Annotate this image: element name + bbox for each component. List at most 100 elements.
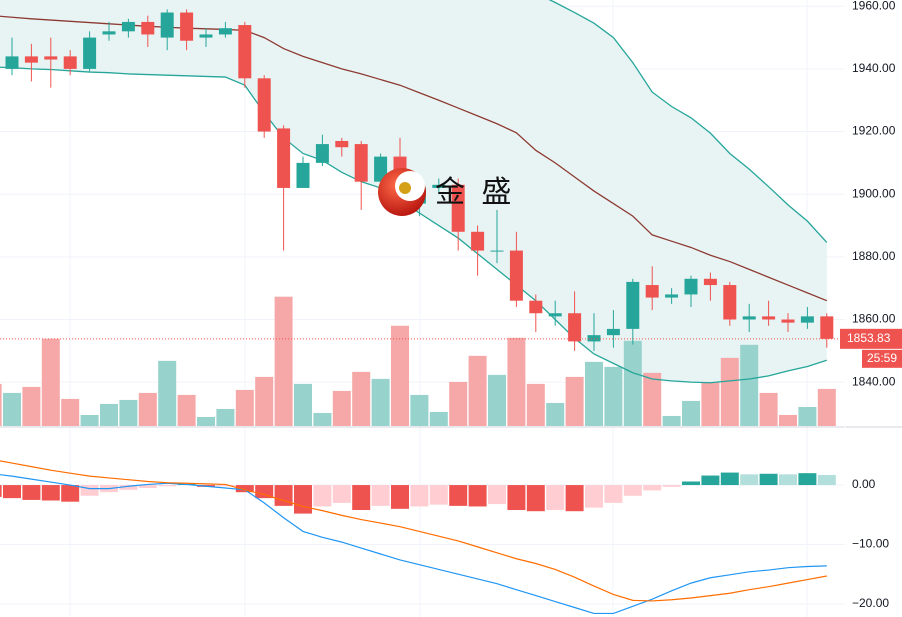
volume-bar	[585, 361, 603, 426]
logo-dot	[399, 182, 411, 194]
candle-body	[24, 56, 38, 63]
volume-bar	[759, 392, 778, 426]
macd-histogram-bar	[526, 485, 545, 512]
macd-line	[0, 474, 827, 615]
macd-histogram-bar	[759, 473, 778, 486]
candle-body	[742, 316, 756, 320]
volume-bar	[798, 406, 817, 426]
volume-bar	[371, 378, 390, 426]
volume-bar	[197, 416, 215, 426]
volume-bar	[701, 381, 720, 426]
volume-bar	[274, 296, 293, 426]
candle-body	[296, 162, 310, 188]
macd-histogram-bar	[332, 485, 351, 503]
macd-histogram-bar	[158, 485, 177, 487]
macd-histogram-bar	[798, 473, 817, 486]
volume-bar	[623, 340, 642, 426]
macd-histogram-bar	[623, 485, 642, 496]
candle-body	[645, 285, 659, 298]
volume-bar	[662, 415, 681, 426]
candle-body	[684, 278, 698, 295]
macd-histogram-bar	[0, 485, 2, 497]
macd-histogram-bar	[138, 485, 157, 489]
macd-histogram-bar	[507, 485, 526, 511]
candle-body	[471, 231, 485, 251]
macd-line	[0, 460, 827, 602]
y-tick-label: 1960.00	[852, 0, 896, 12]
macd-histogram-bar	[720, 472, 739, 486]
macd-histogram-bar	[391, 485, 409, 509]
candle-body	[432, 184, 446, 188]
macd-histogram-bar	[352, 485, 371, 511]
countdown-box	[862, 349, 902, 368]
last-price-box	[840, 328, 902, 349]
volume-bar	[449, 381, 468, 426]
candle-body	[44, 56, 58, 60]
volume-bar	[488, 374, 506, 426]
candle-body	[238, 25, 252, 79]
volume-bar	[546, 402, 565, 426]
macd-histogram-bar	[468, 485, 487, 507]
candle-body	[800, 316, 814, 323]
macd-histogram-bar	[119, 485, 138, 490]
macd-histogram-bar	[3, 485, 21, 499]
candle-body	[490, 250, 504, 252]
volume-bar	[565, 376, 584, 426]
candle-body	[257, 78, 271, 132]
band-line	[548, 0, 828, 243]
macd-histogram-bar	[449, 485, 468, 506]
macd-histogram-bar	[779, 474, 797, 486]
macd-histogram-bar	[255, 485, 274, 499]
candle-body	[5, 56, 19, 69]
volume-bar	[643, 372, 662, 426]
candle-body	[374, 156, 388, 182]
y-tick-label: 1860.00	[852, 312, 896, 326]
macd-histogram-bar	[682, 481, 700, 486]
volume-bar	[61, 398, 80, 426]
macd-histogram-bar	[565, 485, 584, 512]
volume-bar	[429, 411, 448, 426]
volume-bar	[138, 392, 157, 426]
candle-body	[180, 12, 194, 41]
y-tick-label: 1920.00	[852, 124, 896, 138]
volume-bar	[720, 357, 739, 426]
volume-bar	[119, 399, 138, 426]
candle-body	[723, 285, 737, 320]
candle-body	[354, 144, 368, 182]
volume-bar	[22, 386, 41, 426]
candle-body	[665, 294, 679, 298]
macd-histogram-bar	[740, 474, 759, 486]
candle-body	[703, 278, 717, 286]
volume-bar	[0, 383, 2, 426]
watermark-text: 金 盛	[435, 176, 515, 209]
macd-histogram-bar	[429, 485, 448, 505]
candle-body	[529, 300, 543, 314]
macd-histogram-bar	[604, 485, 623, 503]
macd-histogram-bar	[80, 485, 99, 496]
countdown-label: 25:59	[867, 351, 897, 365]
price-pane	[0, 0, 845, 426]
volume-bar	[352, 371, 371, 426]
macd-histogram-bar	[41, 485, 60, 501]
volume-bar	[235, 389, 254, 426]
macd-histogram-bar	[817, 474, 836, 486]
candle-body	[83, 37, 97, 69]
price-axis: 1960.00 1940.00 1920.00 1900.00 1880.00 1860.…	[840, 0, 902, 610]
macd-histogram-bar	[488, 485, 506, 505]
candle-body	[762, 316, 776, 320]
candle-body	[568, 313, 582, 342]
volume-bar	[410, 394, 429, 426]
candle-body	[160, 12, 174, 38]
candle-body	[277, 128, 291, 188]
volume-bar	[604, 366, 623, 426]
macd-histogram-bar	[61, 485, 80, 502]
macd-histogram-bar	[371, 485, 390, 506]
volume-bar	[740, 344, 759, 426]
volume-bar	[313, 412, 332, 426]
macd-histogram-bar	[274, 485, 293, 506]
candle-body	[509, 250, 523, 301]
volume-bar	[817, 388, 836, 426]
macd-histogram-bar	[216, 485, 235, 487]
volume-bar	[391, 325, 409, 426]
